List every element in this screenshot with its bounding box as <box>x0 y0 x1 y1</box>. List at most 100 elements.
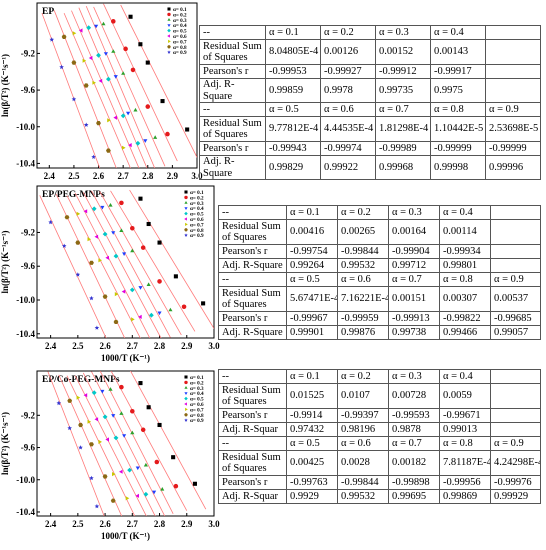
data-point-circle <box>119 384 124 390</box>
data-point-star <box>94 503 100 509</box>
table-cell: -0.99927 <box>320 64 376 79</box>
data-point-triangle-down <box>167 24 171 27</box>
fit-table-ep-peg-mnps: -- α = 0.1 α = 0.2 α = 0.3 α = 0.4 Residual S… <box>218 205 541 340</box>
x-tick-label: 2.4 <box>45 519 57 529</box>
data-point-triangle-up <box>111 49 116 53</box>
data-point-hexagon <box>106 148 111 153</box>
data-point-triangle-left <box>94 417 99 422</box>
fit-line <box>71 10 140 168</box>
table-cell: -0.99956 <box>439 475 491 490</box>
y-tick-label: -9.2 <box>21 48 36 58</box>
table-cell <box>490 244 541 259</box>
table-header: α = 0.6 <box>320 102 376 117</box>
data-point-diamond <box>143 491 149 497</box>
data-point-triangle-down <box>135 466 140 471</box>
table-cell: 0.00151 <box>388 286 440 312</box>
data-point-triangle-down <box>111 231 116 235</box>
series <box>108 203 173 312</box>
table-header: α = 0.2 <box>337 369 389 384</box>
table-header: α = 0.7 <box>388 436 440 451</box>
table-cell: -0.99671 <box>439 408 491 423</box>
table-cell: -0.99989 <box>375 141 431 156</box>
data-point-triangle-left <box>98 78 103 83</box>
data-point-triangle-up <box>130 248 135 253</box>
table-cell: 0.00152 <box>375 39 431 65</box>
data-point-triangle-up <box>101 21 106 26</box>
data-point-hexagon <box>184 413 188 417</box>
series <box>78 28 132 148</box>
table-row-label: Pearson's r <box>218 408 287 423</box>
data-point-triangle-right <box>87 237 92 242</box>
series <box>48 219 100 330</box>
data-point-triangle-down <box>100 389 105 394</box>
table-header: α = 0.4 <box>430 25 486 40</box>
legend-label: α= 0.8 <box>173 45 187 51</box>
data-point-square <box>138 381 143 386</box>
fit-line <box>120 4 197 158</box>
table-cell <box>490 383 541 409</box>
data-point-star <box>83 122 89 127</box>
data-point-star <box>89 295 94 301</box>
data-point-diamond <box>184 396 188 401</box>
table-cell: 0.99869 <box>439 489 491 504</box>
data-point-star <box>71 96 77 102</box>
fit-line <box>91 371 166 516</box>
legend-label: α= 0.9 <box>190 233 204 239</box>
y-tick-label: -10.4 <box>16 507 35 517</box>
data-point-triangle-down <box>94 24 99 29</box>
data-point-diamond <box>91 390 97 396</box>
table-cell: 0.99532 <box>337 258 389 273</box>
table-row: Adj. R-Square 0.99859 0.9978 0.99735 0.9975 <box>199 78 541 103</box>
data-point-triangle-up <box>108 387 113 391</box>
table-cell: 0.99929 <box>490 489 541 504</box>
table-row-label: Adj. R-Square <box>199 78 266 103</box>
legend-label: α= 0.1 <box>173 7 187 13</box>
y-tick-label: -9.2 <box>21 410 36 420</box>
x-tick-label: 2.9 <box>181 341 193 351</box>
series <box>100 205 162 316</box>
data-point-triangle-up <box>119 411 124 415</box>
table-cell: -0.99967 <box>286 311 338 326</box>
series <box>86 25 141 146</box>
data-point-circle <box>119 200 124 206</box>
table-cell: 0.99829 <box>265 155 321 180</box>
table-header: α = 0.6 <box>337 272 389 287</box>
data-point-diamond <box>102 231 108 237</box>
data-point-diamond <box>113 253 119 259</box>
data-point-circle <box>111 19 116 24</box>
table-cell: 0.99968 <box>375 155 431 180</box>
table-header-row: -- α = 0.5 α = 0.6 α = 0.7 α = 0.8 α = 0.9 <box>218 436 541 451</box>
table-cell <box>490 408 541 423</box>
data-point-star <box>67 425 72 431</box>
data-point-triangle-left <box>167 34 170 38</box>
legend-label: α= 0.7 <box>190 407 204 413</box>
x-tick-label: 3.0 <box>208 519 220 529</box>
table-header <box>490 205 541 220</box>
data-point-square <box>157 422 162 428</box>
legend-label: α= 0.3 <box>190 386 204 392</box>
y-tick-label: -10.0 <box>16 475 35 485</box>
table-cell: -0.99953 <box>265 64 321 79</box>
table-row: Pearson's r -0.99754 -0.99844 -0.99904 -0.99… <box>218 244 541 259</box>
table-header-row: -- α = 0.1 α = 0.2 α = 0.3 α = 0.4 <box>218 369 541 384</box>
data-point-triangle-down <box>122 252 127 256</box>
series <box>128 14 190 132</box>
data-point-triangle-right <box>131 317 135 322</box>
fit-table-ep-co-peg-mnps: -- α = 0.1 α = 0.2 α = 0.3 α = 0.4 Residual S… <box>218 369 541 504</box>
table-header: α = 0.3 <box>388 369 440 384</box>
table-row: Adj. R-Square 0.99264 0.99532 0.99712 0.9980… <box>218 258 541 273</box>
table-cell: -0.99999 <box>485 141 541 156</box>
data-point-circle <box>145 104 151 109</box>
table-row: Residual Sum of Squares 5.67471E-4 7.16221… <box>218 286 541 312</box>
data-point-triangle-left <box>184 402 187 406</box>
fit-line <box>99 191 182 336</box>
table-header-row: -- α = 0.5 α = 0.6 α = 0.7 α = 0.8 α = 0.9 <box>218 272 541 287</box>
data-point-hexagon <box>102 474 108 479</box>
data-point-diamond <box>149 312 154 318</box>
table-header: α = 0.9 <box>485 102 541 117</box>
table-cell: 0.99801 <box>439 258 491 273</box>
y-axis-label: ln(β/T²) (K⁻¹s⁻¹) <box>0 230 10 293</box>
table-row-label: Adj. R-Square <box>218 258 287 273</box>
legend-label: α= 0.3 <box>190 201 204 207</box>
series <box>64 215 119 324</box>
